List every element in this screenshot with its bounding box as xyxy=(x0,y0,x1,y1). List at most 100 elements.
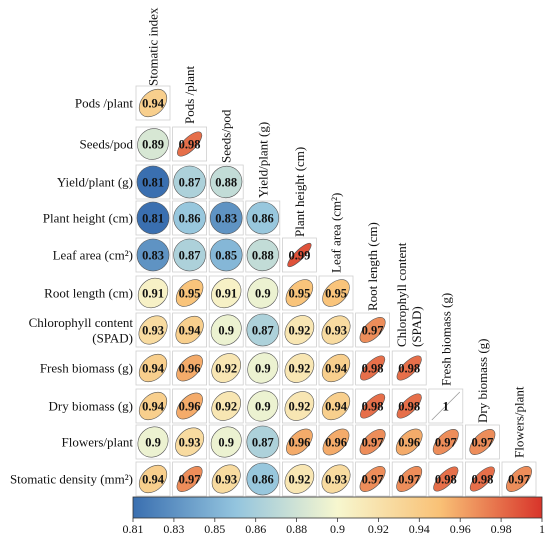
correlation-value: 0.95 xyxy=(288,287,310,301)
grid-cell xyxy=(172,350,208,386)
correlation-ellipse xyxy=(177,131,203,157)
correlation-ellipse xyxy=(322,279,350,307)
grid-cell xyxy=(281,424,317,460)
column-label: Pods /plant xyxy=(182,65,197,124)
grid-cell xyxy=(208,275,244,311)
grid-cell xyxy=(281,350,317,386)
colorbar-tick-label: 0.96 xyxy=(450,522,471,536)
correlation-value: 0.87 xyxy=(252,436,274,450)
correlation-ellipse xyxy=(360,393,386,419)
correlation-ellipse xyxy=(321,353,351,383)
correlation-value: 0.83 xyxy=(142,249,164,263)
diagonal-value: 1 xyxy=(443,399,450,414)
grid-cell xyxy=(318,461,354,497)
correlation-value: 0.85 xyxy=(215,249,237,263)
correlation-value: 0.96 xyxy=(179,362,201,376)
grid-cell xyxy=(281,237,317,273)
grid-cell xyxy=(135,461,171,497)
grid-cell xyxy=(208,200,244,236)
correlation-ellipse xyxy=(396,466,423,492)
colorbar: 0.81 0.83 0.85 0.86 0.88 0.9 0.92 0.94 0.96 0.98 1 xyxy=(123,496,545,536)
column-label: Dry biomass (g) xyxy=(475,338,490,423)
row-label: Pods /plant xyxy=(75,96,134,111)
grid-cell xyxy=(245,424,281,460)
grid-cell xyxy=(464,424,500,460)
correlation-value: 0.98 xyxy=(362,362,384,376)
row-label: Yield/plant (g) xyxy=(57,175,133,190)
column-label: Stomatic index xyxy=(146,7,161,86)
grid-cell xyxy=(391,461,427,497)
correlation-value: 0.96 xyxy=(398,436,420,450)
correlation-values: 0.94 0.89 0.98 0.81 0.87 0.88 0.81 0.86 0.83 0.86… xyxy=(142,97,530,487)
grid-cell xyxy=(318,424,354,460)
grid-cell xyxy=(245,237,281,273)
grid-cell xyxy=(428,424,464,460)
correlation-ellipse xyxy=(396,393,422,419)
correlation-value: 0.96 xyxy=(325,436,347,450)
correlation-value: 0.99 xyxy=(288,249,310,263)
correlation-ellipse xyxy=(286,428,313,456)
column-label: Flowers/plant xyxy=(512,386,527,458)
grid-cell xyxy=(172,388,208,424)
column-label: Chlorophyll content xyxy=(394,242,409,347)
colorbar-tick-label: 0.86 xyxy=(245,522,266,536)
correlation-value: 0.98 xyxy=(398,362,420,376)
correlation-ellipse xyxy=(138,464,168,494)
correlation-ellipse xyxy=(138,315,168,345)
grid-cell xyxy=(135,200,171,236)
correlation-ellipse xyxy=(173,165,206,199)
grid-cell xyxy=(355,388,391,424)
correlation-value: 0.9 xyxy=(218,436,234,450)
grid-cell xyxy=(172,164,208,200)
correlation-ellipse xyxy=(247,390,279,422)
correlation-ellipse xyxy=(136,238,170,272)
correlation-ellipse xyxy=(246,201,280,235)
correlation-value: 0.97 xyxy=(398,473,420,487)
column-label: (SPAD) xyxy=(409,306,424,347)
grid-cell xyxy=(172,200,208,236)
correlation-ellipse xyxy=(210,165,243,199)
correlation-ellipse xyxy=(211,277,242,309)
correlation-ellipse xyxy=(176,354,203,382)
correlation-value: 0.98 xyxy=(435,473,457,487)
correlation-ellipse xyxy=(321,315,351,345)
row-label: Fresh biomass (g) xyxy=(40,361,133,376)
grid-cell xyxy=(135,126,171,162)
correlation-value: 0.87 xyxy=(179,249,201,263)
grid-cell xyxy=(464,461,500,497)
grid-cell xyxy=(245,350,281,386)
correlation-value: 0.81 xyxy=(142,212,164,226)
correlation-value: 0.88 xyxy=(215,176,237,190)
correlation-ellipse xyxy=(210,314,242,346)
grid-cell xyxy=(318,275,354,311)
correlation-ellipse xyxy=(246,425,280,459)
grid-cell xyxy=(135,275,171,311)
correlation-value: 0.94 xyxy=(142,473,165,487)
correlation-value: 0.93 xyxy=(142,324,164,338)
row-label: Chlorophyll content (SPAD) xyxy=(29,315,134,346)
grid-cell xyxy=(172,275,208,311)
grid-cell xyxy=(135,388,171,424)
correlation-ellipse xyxy=(284,315,315,345)
grid-cell xyxy=(245,200,281,236)
correlation-value: 0.92 xyxy=(215,400,237,414)
correlation-ellipse xyxy=(138,391,168,421)
grid-cell xyxy=(208,237,244,273)
column-label: Fresh biomass (g) xyxy=(438,293,453,386)
correlation-ellipse xyxy=(284,391,315,421)
row-label: Leaf area (cm²) xyxy=(53,248,133,263)
correlation-value: 0.91 xyxy=(215,287,237,301)
correlation-ellipse xyxy=(175,315,204,345)
correlation-value: 0.94 xyxy=(142,362,165,376)
grid-cell xyxy=(208,350,244,386)
grid-cell xyxy=(208,312,244,348)
correlation-ellipse xyxy=(246,313,280,347)
grid-cell xyxy=(135,312,171,348)
correlation-value: 0.88 xyxy=(252,249,274,263)
row-label: Flowers/plant xyxy=(62,435,134,450)
correlation-ellipse xyxy=(211,353,242,383)
correlation-ellipse xyxy=(395,428,423,456)
grid-cell xyxy=(355,312,391,348)
correlation-ellipse xyxy=(321,391,351,421)
correlation-value: 0.95 xyxy=(179,287,201,301)
